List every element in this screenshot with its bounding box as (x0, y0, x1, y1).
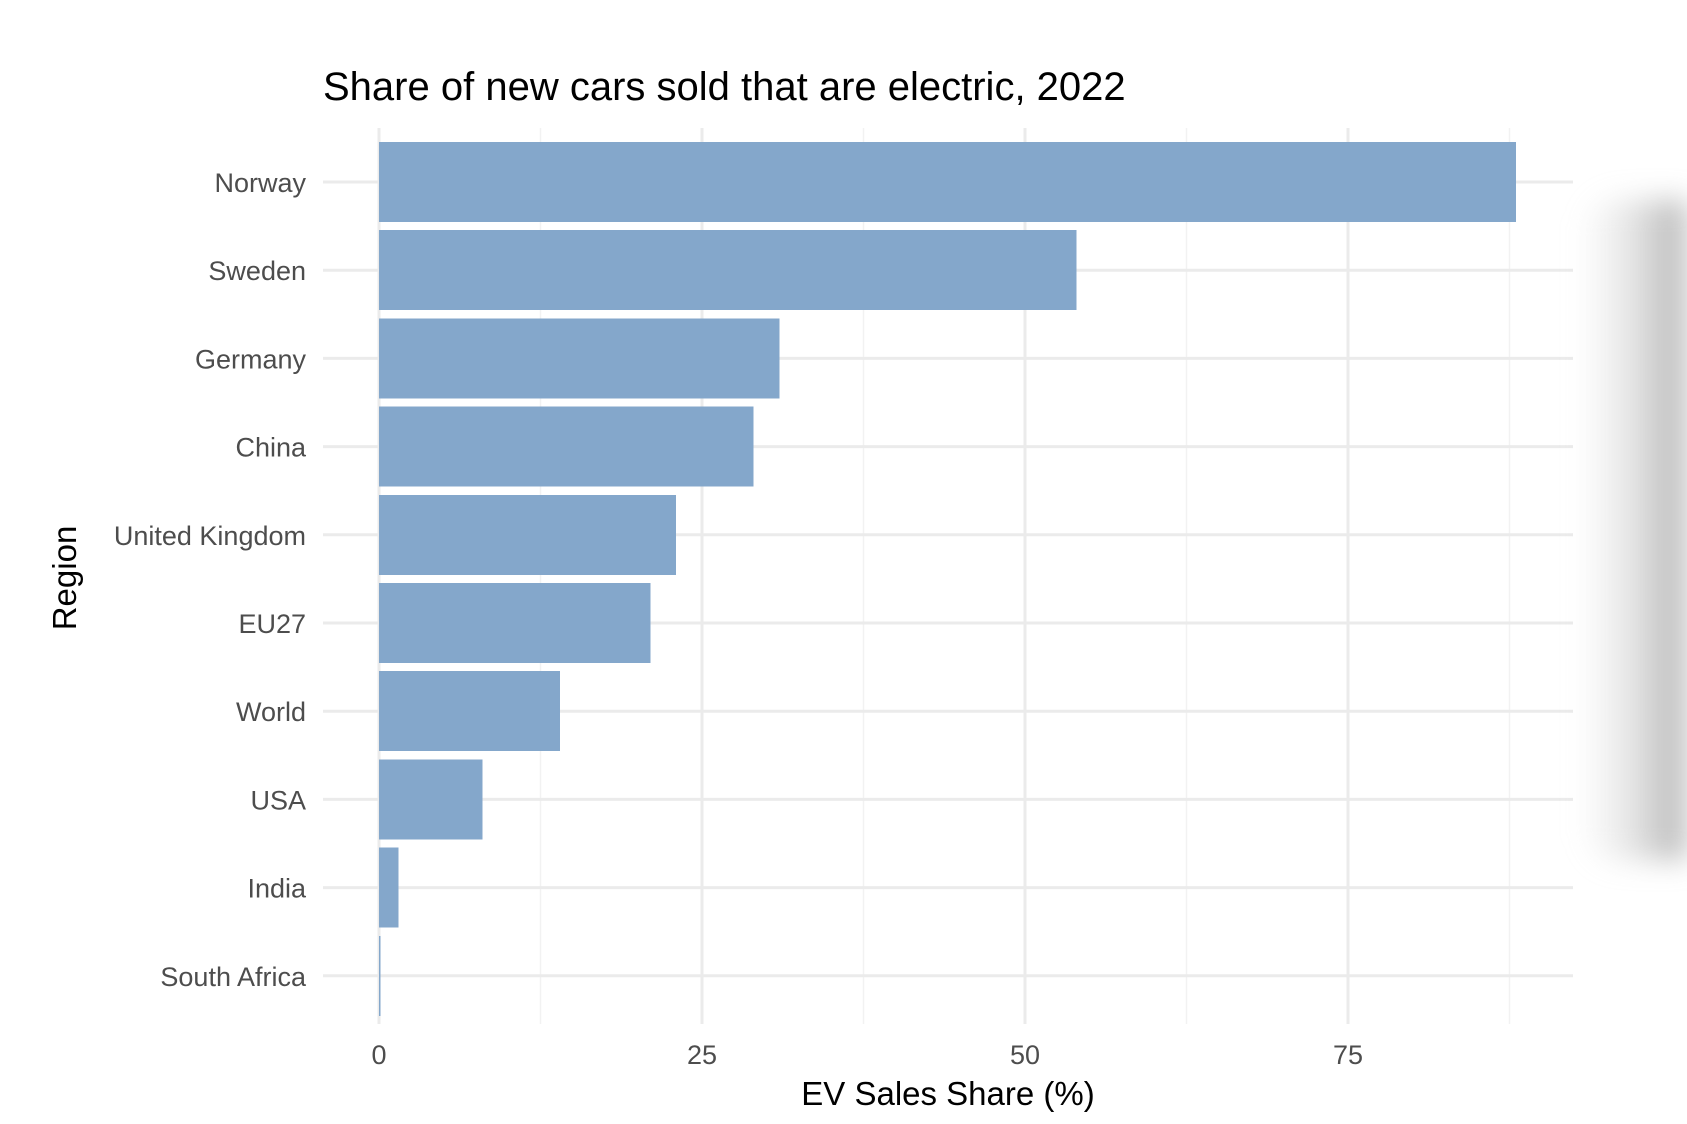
y-tick-label: India (247, 874, 307, 904)
y-tick-label: World (236, 697, 306, 727)
bars-layer (379, 142, 1516, 1016)
y-tick-label: Norway (214, 168, 306, 198)
x-tick-labels: 0 25 50 75 (371, 1040, 1363, 1070)
bar-united-kingdom (379, 494, 677, 575)
x-tick-label: 50 (1010, 1040, 1040, 1070)
bar-south-africa (379, 935, 381, 1016)
bar-world (379, 671, 560, 752)
y-tick-label: United Kingdom (114, 521, 306, 551)
bar-germany (379, 318, 780, 399)
x-axis-title: EV Sales Share (%) (801, 1075, 1094, 1112)
y-axis-title: Region (46, 526, 83, 631)
y-tick-label: USA (250, 785, 306, 815)
bar-eu27 (379, 583, 651, 663)
x-tick-label: 75 (1333, 1040, 1363, 1070)
x-tick-label: 0 (371, 1040, 386, 1070)
y-tick-label: China (235, 433, 307, 463)
bar-china (379, 406, 754, 487)
y-tick-label: EU27 (238, 609, 306, 639)
x-tick-label: 25 (687, 1040, 717, 1070)
bar-norway (379, 142, 1516, 222)
bar-usa (379, 759, 483, 840)
y-tick-labels: Norway Sweden Germany China United Kingdom EU… (114, 168, 307, 992)
y-tick-label: South Africa (160, 962, 307, 992)
bar-sweden (379, 230, 1077, 311)
chart-title: Share of new cars sold that are electric… (323, 65, 1126, 109)
bar-india (379, 847, 399, 928)
y-tick-label: Germany (195, 344, 307, 374)
y-tick-label: Sweden (208, 256, 306, 286)
